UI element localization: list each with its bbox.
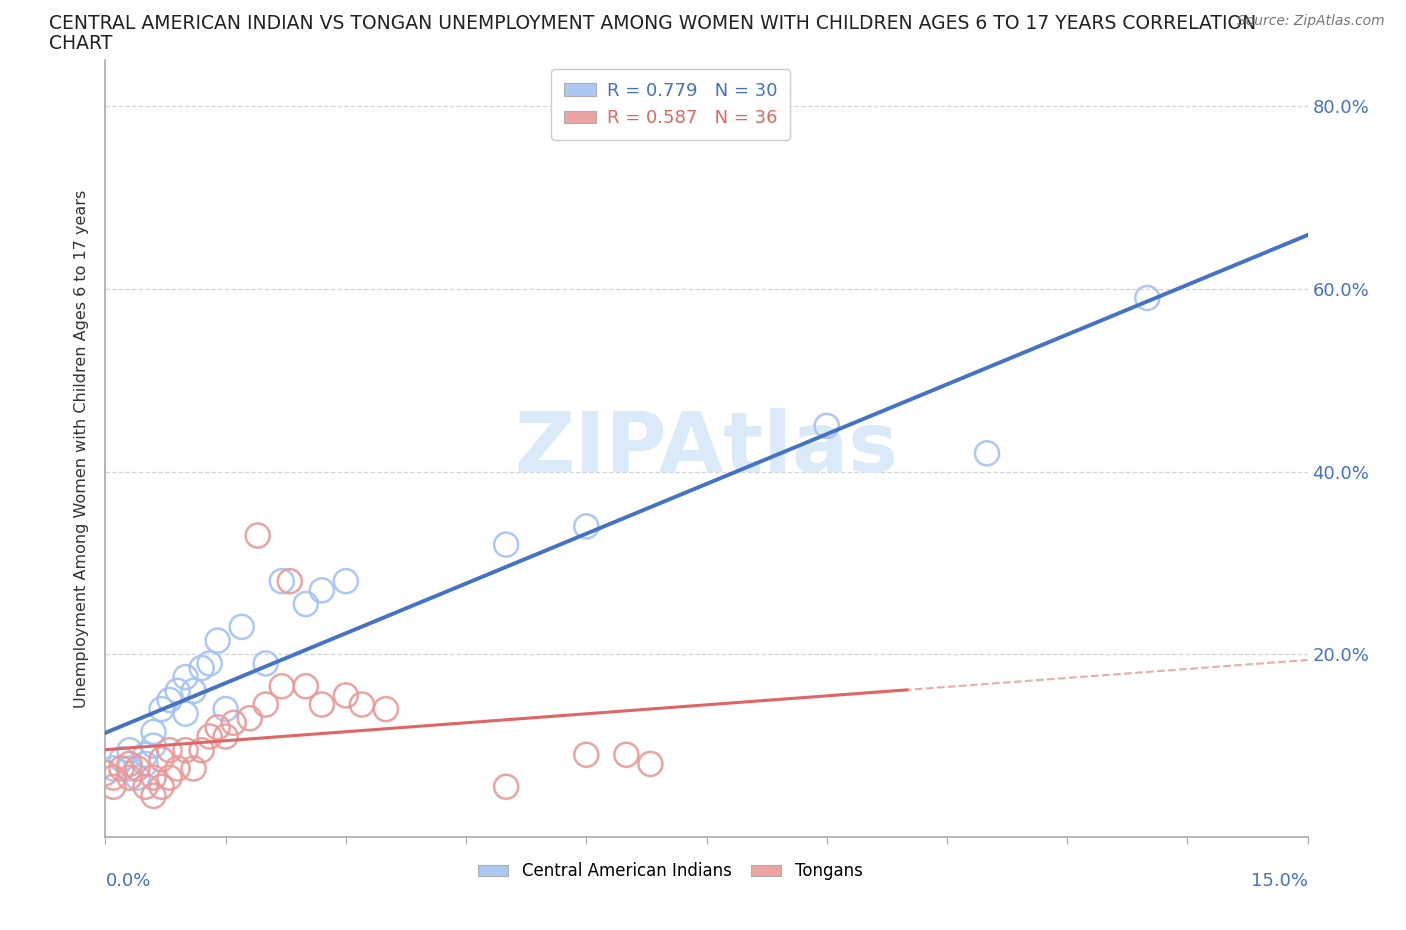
Point [135,756,157,771]
Point [159,743,181,758]
Point [103,779,125,794]
Point [127,770,149,785]
Point [231,619,253,634]
Point [495,538,517,552]
Point [150,779,173,794]
Point [575,519,598,534]
Point [295,679,318,694]
Text: CHART: CHART [49,34,112,53]
Point [190,743,212,758]
Point [575,748,598,763]
Point [214,701,236,716]
Point [118,761,141,776]
Point [278,574,301,589]
Point [110,761,132,776]
Point [335,574,357,589]
Point [118,743,141,758]
Point [174,706,197,721]
Point [335,688,357,703]
Point [207,720,229,735]
Text: Source: ZipAtlas.com: Source: ZipAtlas.com [1237,14,1385,28]
Point [142,789,165,804]
Point [375,701,398,716]
Point [815,418,838,433]
Point [183,684,205,698]
Text: CENTRAL AMERICAN INDIAN VS TONGAN UNEMPLOYMENT AMONG WOMEN WITH CHILDREN AGES 6 : CENTRAL AMERICAN INDIAN VS TONGAN UNEMPL… [49,14,1257,33]
Point [222,715,245,730]
Point [103,770,125,785]
Point [350,698,373,712]
Point [198,729,221,744]
Point [142,770,165,785]
Point [150,701,173,716]
Point [150,751,173,766]
Text: ZIPAtlas: ZIPAtlas [515,408,898,489]
Point [311,698,333,712]
Point [198,656,221,671]
Point [135,779,157,794]
Point [135,748,157,763]
Point [190,660,212,675]
Y-axis label: Unemployment Among Women with Children Ages 6 to 17 years: Unemployment Among Women with Children A… [75,190,90,708]
Text: 15.0%: 15.0% [1250,872,1308,890]
Point [110,751,132,766]
Point [166,761,188,776]
Point [118,770,141,785]
Point [214,729,236,744]
Point [311,583,333,598]
Point [254,698,277,712]
Point [254,656,277,671]
Point [174,670,197,684]
Point [495,779,517,794]
Point [127,761,149,776]
Point [159,770,181,785]
Text: 0.0%: 0.0% [105,872,150,890]
Point [183,761,205,776]
Point [174,743,197,758]
Point [142,724,165,739]
Point [239,711,262,725]
Point [166,684,188,698]
Point [246,528,269,543]
Point [295,597,318,612]
Point [1136,290,1159,305]
Point [640,756,662,771]
Point [118,756,141,771]
Point [270,679,292,694]
Point [270,574,292,589]
Point [103,761,125,776]
Point [94,765,117,780]
Legend: Central American Indians, Tongans: Central American Indians, Tongans [471,856,869,887]
Point [207,633,229,648]
Point [976,445,998,460]
Point [159,693,181,708]
Point [616,748,638,763]
Point [142,738,165,753]
